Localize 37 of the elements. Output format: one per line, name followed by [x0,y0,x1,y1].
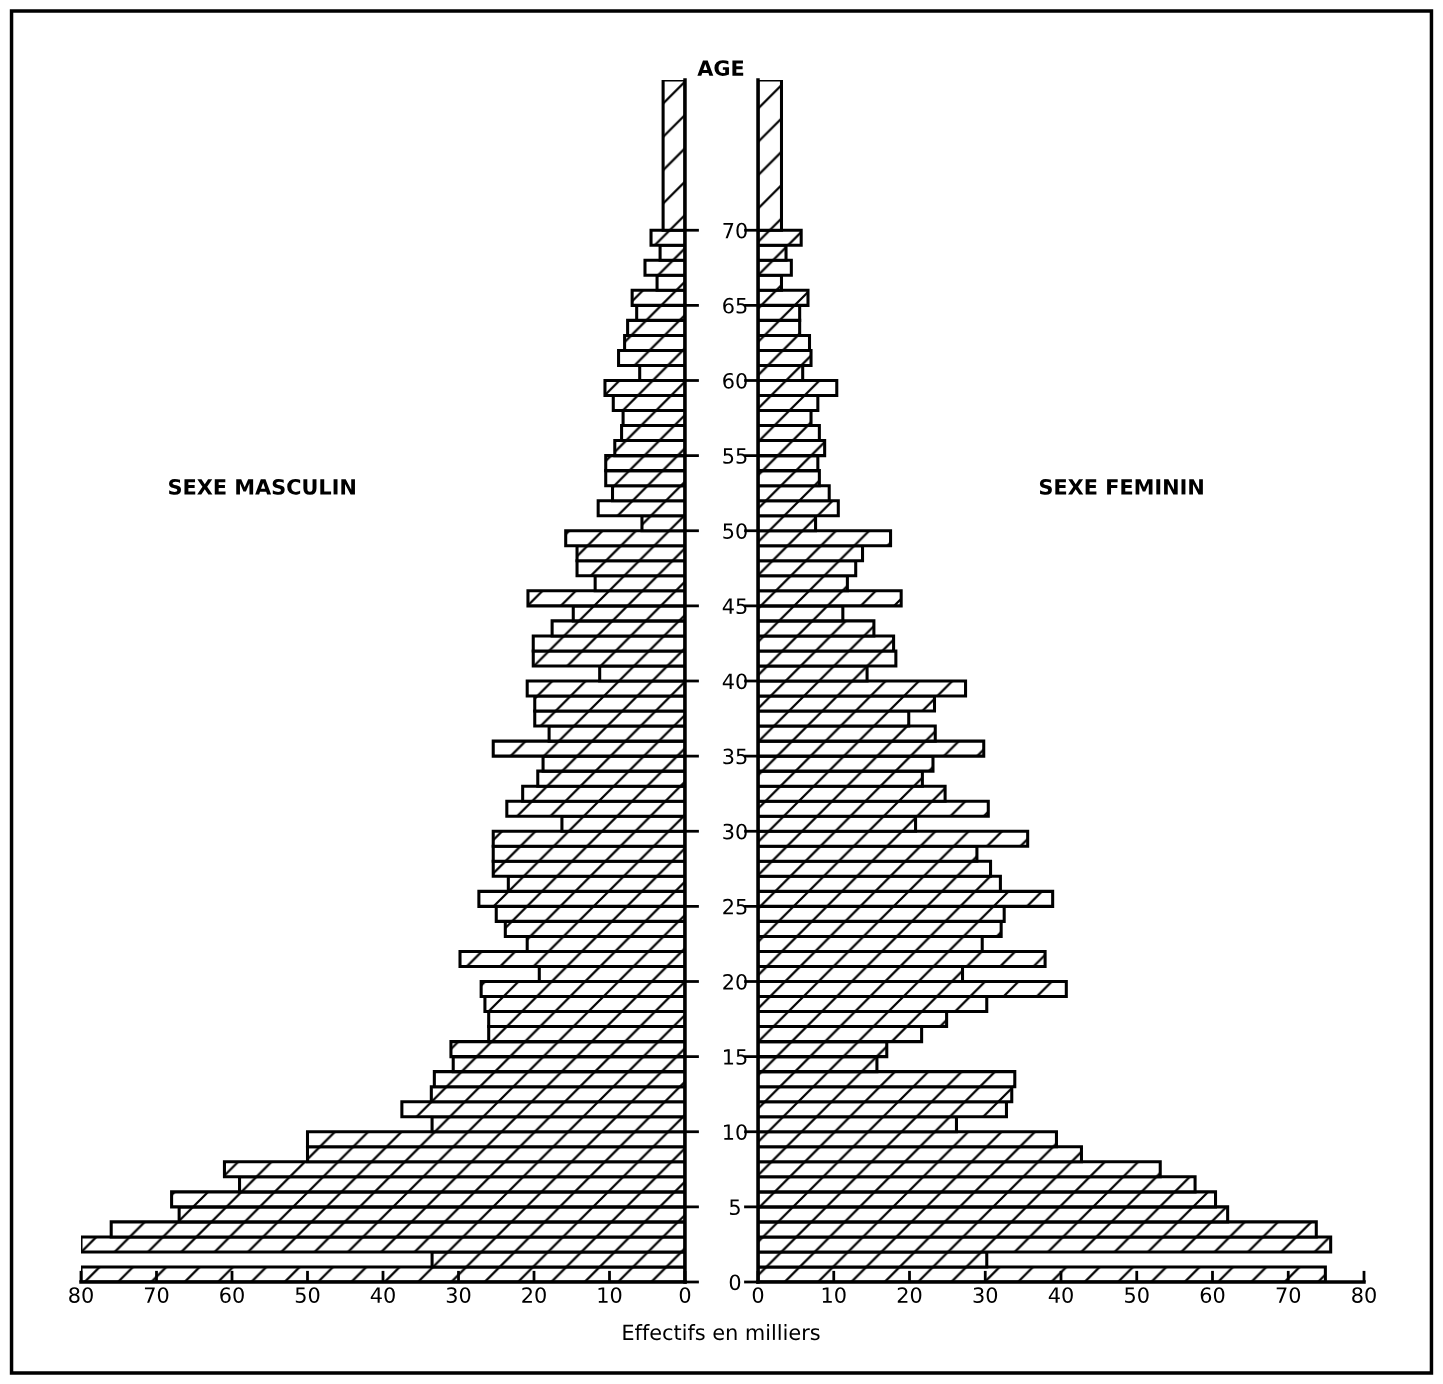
y-tick-label: 5 [729,1199,740,1216]
y-tick-label: 40 [722,673,747,690]
y-tick-label: 30 [723,823,747,840]
text: SEXE FEMININ [1039,478,1203,495]
x-tick-label: 60 [1200,1287,1225,1303]
x-tick-label: 30 [973,1287,998,1303]
y-tick-label: 60 [723,372,747,389]
x-tick-label: 30 [446,1287,471,1303]
x-tick-label: 0 [679,1287,691,1303]
x-tick-label: 60 [220,1287,244,1303]
x-tick-label: 80 [69,1287,93,1303]
x-axis-title: Effectifs en milliers [623,1324,820,1341]
x-tick-label: 50 [1125,1287,1149,1303]
x-tick-label: 10 [598,1287,622,1303]
x-tick-label: 40 [370,1287,395,1303]
y-tick-label: 15 [724,1049,747,1065]
y-tick-label: 35 [723,748,747,765]
x-tick-label: 0 [752,1287,764,1303]
x-tick-label: 70 [144,1287,169,1303]
y-tick-label: 0 [729,1274,741,1291]
x-tick-label: 80 [1352,1287,1376,1303]
x-tick-label: 20 [897,1287,922,1303]
y-axis-title: AGE [697,60,744,76]
x-tick-label: 10 [822,1287,846,1303]
y-tick-label: 55 [723,448,747,464]
x-tick-label: 20 [522,1287,546,1303]
y-tick-label: 50 [723,523,747,539]
y-tick-label: 25 [723,898,747,915]
text: SEXE MASCULIN [169,478,355,495]
y-tick-label: 45 [722,598,747,615]
y-tick-label: 20 [723,973,747,990]
x-tick-label: 50 [295,1287,320,1303]
x-tick-label: 40 [1048,1287,1073,1303]
y-tick-label: 10 [724,1124,747,1140]
x-tick-label: 70 [1276,1287,1301,1303]
y-tick-label: 70 [723,222,747,239]
y-tick-label: 65 [723,297,747,314]
